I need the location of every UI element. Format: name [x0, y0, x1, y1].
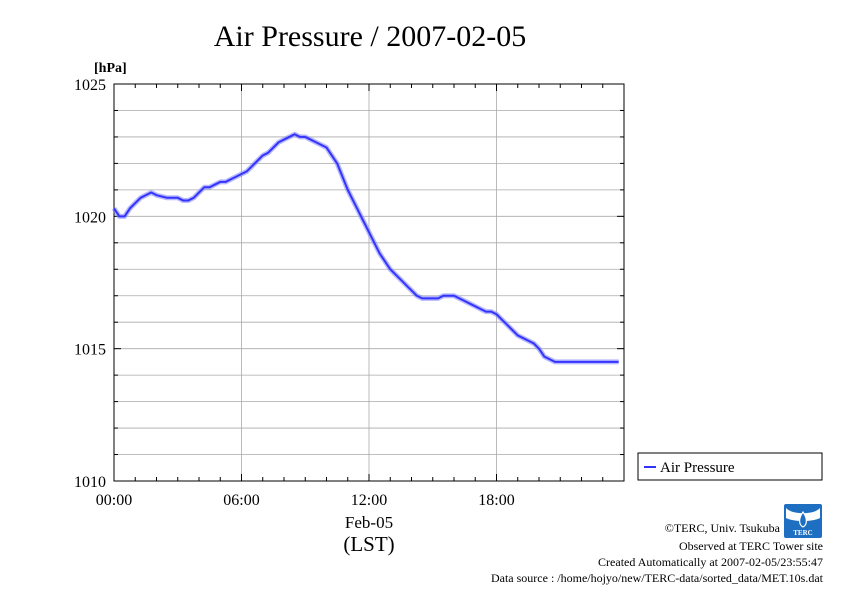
series-layer — [111, 131, 619, 365]
terc-logo-icon: TERC — [784, 504, 822, 538]
y-tick-label: 1020 — [74, 209, 106, 226]
x-axis-label: (LST) — [343, 532, 394, 556]
x-tick-label: 18:00 — [478, 492, 514, 509]
y-unit-label: [hPa] — [94, 61, 127, 76]
legend-box — [637, 452, 823, 481]
legend-entry-air-pressure: Air Pressure — [660, 460, 735, 476]
y-tick-label: 1025 — [74, 77, 106, 94]
legend: Air Pressure — [637, 452, 823, 481]
series-line-air-pressure — [113, 133, 619, 363]
x-tick-label: 00:00 — [96, 492, 132, 509]
x-tick-label: 06:00 — [223, 492, 259, 509]
y-tick-label: 1015 — [74, 342, 106, 359]
chart-title: Air Pressure / 2007-02-05 — [214, 20, 526, 53]
observed-text: Observed at TERC Tower site — [679, 539, 823, 553]
grid-lines — [114, 84, 624, 481]
x-tick-label: 12:00 — [351, 492, 387, 509]
logo-text: TERC — [793, 529, 812, 537]
x-tick-labels: 00:00 06:00 12:00 18:00 — [96, 492, 515, 509]
y-tick-label: 1010 — [74, 474, 106, 491]
x-axis-date-label: Feb-05 — [345, 513, 393, 532]
data-source-text: Data source : /home/hojyo/new/TERC-data/… — [491, 571, 824, 585]
series-line-halo — [111, 131, 619, 365]
credits: ©TERC, Univ. Tsukuba Observed at TERC To… — [491, 521, 824, 585]
y-tick-labels: 1010 1015 1020 1025 — [74, 77, 106, 491]
copyright-text: ©TERC, Univ. Tsukuba — [665, 521, 781, 535]
created-text: Created Automatically at 2007-02-05/23:5… — [598, 555, 823, 569]
